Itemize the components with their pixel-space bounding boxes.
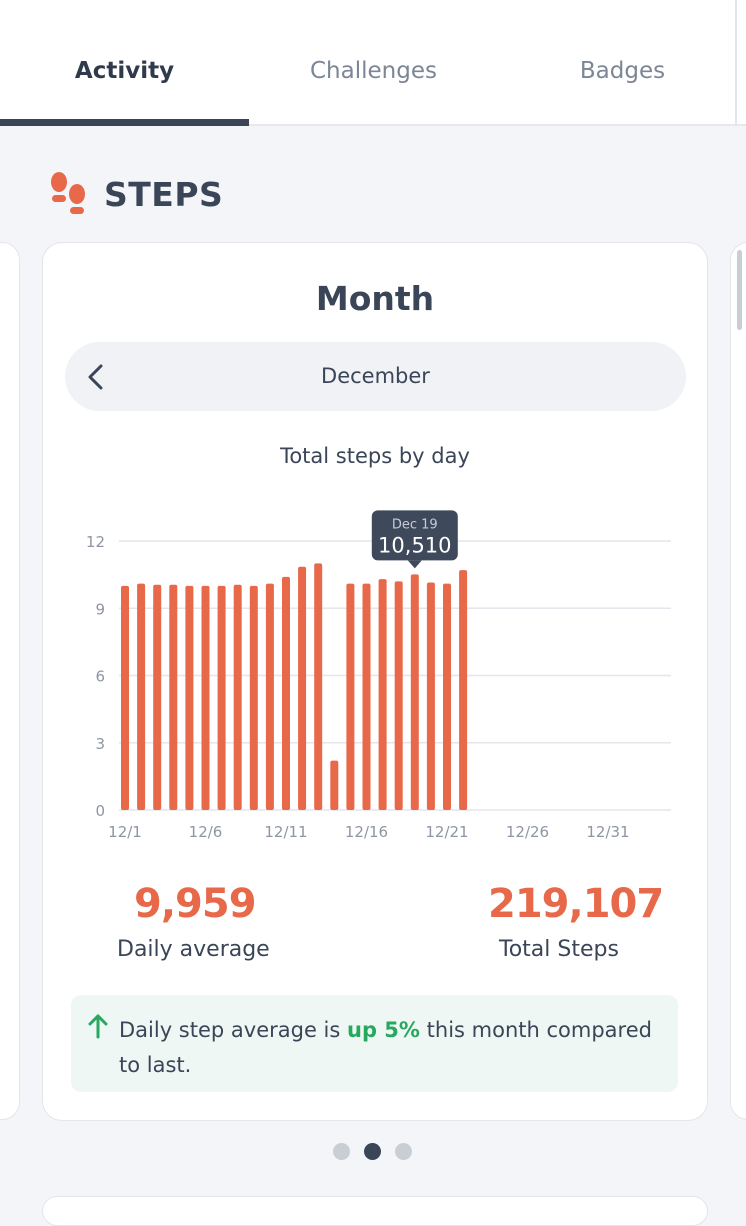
bar	[233, 584, 242, 810]
x-tick-label: 12/11	[264, 823, 307, 841]
comparison-banner: Daily step average is up 5% this month c…	[71, 995, 678, 1092]
month-label: December	[321, 364, 430, 388]
page-dot-1[interactable]	[333, 1143, 350, 1160]
tooltip-pointer	[407, 560, 422, 569]
x-tick-label: 12/26	[506, 823, 549, 841]
steps-card: Month December Total steps by day 0 3 6 9 12…	[42, 242, 708, 1121]
bar	[459, 570, 468, 810]
y-tick-label: 12	[86, 533, 105, 551]
arrow-up-icon	[88, 1014, 108, 1039]
x-tick-label: 12/16	[345, 823, 388, 841]
bar	[378, 579, 387, 810]
bar	[394, 581, 403, 810]
footprints-icon	[51, 172, 85, 214]
month-selector[interactable]: December	[65, 342, 686, 411]
bar	[137, 583, 146, 810]
tooltip-value: 10,510	[378, 533, 451, 557]
tooltip-box	[371, 510, 458, 561]
bar	[282, 576, 290, 810]
chart-title: Total steps by day	[280, 444, 470, 468]
total-steps-value: 219,107	[488, 881, 664, 927]
carousel-pagination	[333, 1143, 412, 1160]
card-title: Month	[315, 279, 435, 318]
tab-challenges[interactable]: Challenges	[310, 58, 437, 84]
bar	[153, 584, 162, 810]
divider	[735, 0, 737, 126]
bar	[330, 760, 339, 810]
x-tick-label: 12/31	[586, 823, 629, 841]
tab-badges[interactable]: Badges	[579, 58, 666, 84]
previous-card-edge[interactable]	[0, 242, 20, 1120]
bar	[362, 583, 371, 810]
tab-bar: Activity Challenges Badges	[0, 0, 746, 126]
bar	[426, 582, 435, 810]
bar	[217, 585, 226, 810]
section-title: STEPS	[104, 174, 224, 214]
bar	[443, 583, 451, 810]
bar	[249, 585, 258, 810]
bar	[185, 585, 194, 810]
y-tick-label: 3	[95, 735, 105, 753]
page-dot-2[interactable]	[364, 1143, 381, 1160]
bar	[346, 583, 355, 810]
change-highlight: up 5%	[347, 1018, 420, 1042]
bar	[265, 583, 274, 810]
bar	[121, 585, 129, 810]
steps-section-header: STEPS	[48, 172, 223, 216]
y-tick-label: 0	[95, 802, 105, 820]
active-tab-indicator	[0, 119, 249, 126]
next-section-card-edge	[42, 1196, 708, 1226]
bar	[410, 574, 419, 810]
y-tick-label: 6	[95, 668, 105, 686]
bar	[201, 585, 210, 810]
steps-bar-chart: 0 3 6 9 12 12/1 12/6 12/11 12/16 12/21 12/26 12/31 D…	[86, 510, 671, 841]
tooltip-date: Dec 19	[392, 517, 438, 532]
daily-average-value: 9,959	[134, 881, 257, 927]
chevron-left-icon[interactable]	[79, 359, 115, 395]
comparison-text: Daily step average is up 5% this month c…	[119, 1018, 652, 1077]
daily-average-label: Daily average	[117, 937, 270, 962]
bar	[169, 584, 178, 810]
y-tick-label: 9	[95, 600, 105, 618]
next-card-edge[interactable]	[730, 242, 746, 1120]
total-steps-label: Total Steps	[499, 937, 619, 962]
tab-activity[interactable]: Activity	[74, 58, 175, 84]
bar	[298, 566, 307, 810]
scrollbar[interactable]	[737, 250, 742, 330]
x-tick-label: 12/1	[108, 823, 142, 841]
x-tick-label: 12/21	[425, 823, 468, 841]
page-dot-3[interactable]	[395, 1143, 412, 1160]
x-tick-label: 12/6	[189, 823, 223, 841]
bar	[314, 563, 323, 810]
